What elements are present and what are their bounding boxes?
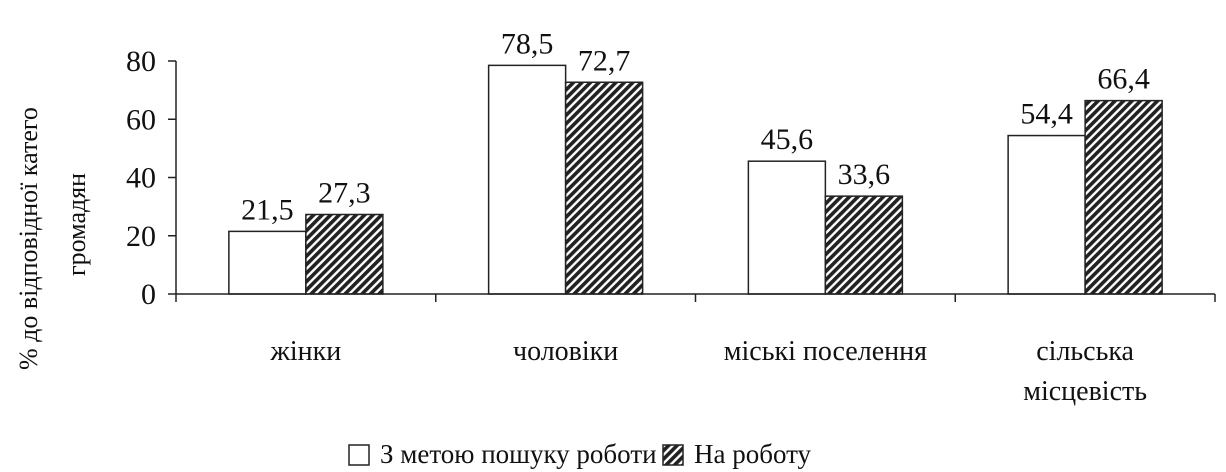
bar-search-3 (1007, 134, 1086, 295)
legend-swatch-work (662, 444, 684, 466)
y-axis-title: % до відповідної катего громадян (14, 107, 91, 370)
bar-value-label: 45,6 (761, 123, 814, 156)
x-axis-tick-labels: жінки чоловіки міські поселення сільська міс… (270, 336, 1147, 407)
bar-value-label: 27,3 (318, 176, 371, 209)
bar-work-1 (564, 81, 644, 295)
y-tick-label: 40 (126, 162, 156, 195)
bar-search-2 (747, 160, 827, 295)
bar-value-label: 78,5 (501, 27, 554, 60)
bar-value-labels: 21,5 27,3 78,5 72,7 45,6 33,6 54,4 66,4 (241, 27, 1150, 226)
x-axis-ticks (175, 294, 1216, 302)
legend: З метою пошуку роботи На роботу (348, 439, 812, 469)
bar-search-0 (228, 230, 307, 295)
y-tick-label: 80 (126, 45, 156, 78)
y-tick-label: 60 (126, 103, 156, 136)
bars (228, 64, 1163, 295)
bar-work-0 (305, 213, 384, 295)
legend-label-work: На роботу (694, 439, 812, 469)
x-tick-label: чоловіки (513, 336, 618, 367)
bar-value-label: 33,6 (838, 158, 891, 191)
bar-value-label: 54,4 (1020, 98, 1073, 131)
y-tick-label: 0 (141, 278, 156, 311)
bar-search-1 (487, 64, 567, 295)
x-tick-label: міські поселення (724, 336, 927, 367)
y-axis-title-line-2: громадян (62, 173, 91, 276)
bar-work-3 (1084, 99, 1163, 295)
legend-swatch-search (348, 444, 370, 466)
y-axis-title-line-1: % до відповідної катего (14, 107, 43, 370)
y-axis-ticks: 0 20 40 60 80 (126, 45, 176, 311)
x-tick-label: місцевість (1023, 376, 1147, 407)
bar-work-2 (824, 195, 904, 295)
legend-label-search: З метою пошуку роботи (380, 439, 657, 469)
y-tick-label: 20 (126, 220, 156, 253)
x-tick-label: сільська (1036, 336, 1134, 367)
bar-value-label: 66,4 (1097, 63, 1150, 96)
bar-value-label: 72,7 (578, 44, 631, 77)
x-tick-label: жінки (270, 336, 342, 367)
bar-value-label: 21,5 (241, 193, 294, 226)
